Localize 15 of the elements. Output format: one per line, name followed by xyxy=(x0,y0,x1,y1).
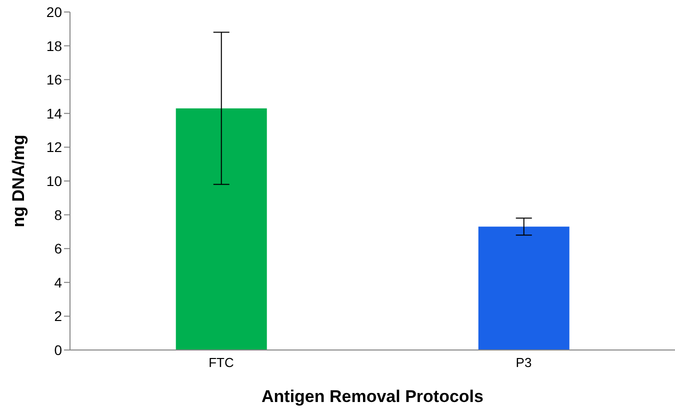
y-tick-label: 16 xyxy=(46,72,62,88)
y-axis-title: ng DNA/mg xyxy=(9,134,28,228)
x-tick-label: P3 xyxy=(516,355,532,370)
y-tick-label: 2 xyxy=(54,308,62,324)
y-tick-label: 10 xyxy=(46,172,62,189)
y-tick-label: 20 xyxy=(46,4,62,20)
y-tick-label: 18 xyxy=(46,38,62,54)
y-tick-label: 12 xyxy=(46,139,62,156)
y-tick-label: 8 xyxy=(54,206,62,223)
x-axis-title: Antigen Removal Protocols xyxy=(262,387,484,406)
x-tick-label: FTC xyxy=(208,355,234,370)
y-tick-label: 6 xyxy=(54,240,62,257)
y-tick-label: 0 xyxy=(54,342,62,358)
y-tick-label: 4 xyxy=(54,274,62,290)
y-tick-label: 14 xyxy=(46,105,62,122)
